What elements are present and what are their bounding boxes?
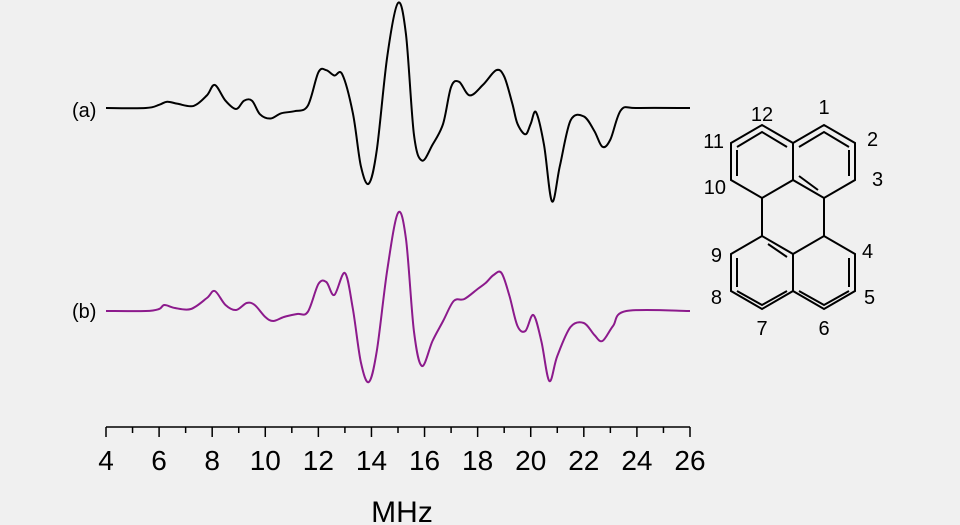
x-tick-label: 12 xyxy=(303,445,334,476)
x-tick-label: 10 xyxy=(250,445,281,476)
position-number-9: 9 xyxy=(711,245,722,267)
x-axis xyxy=(105,426,691,437)
series-line-a xyxy=(105,1,691,203)
x-tick-label: 4 xyxy=(98,445,114,476)
x-tick-label: 8 xyxy=(204,445,220,476)
x-tick-label: 16 xyxy=(409,445,440,476)
upper-ring-system xyxy=(730,123,856,200)
x-tick-label: 24 xyxy=(621,445,652,476)
x-tick-label: 6 xyxy=(151,445,167,476)
x-tick-label: 22 xyxy=(568,445,599,476)
position-number-5: 5 xyxy=(864,287,875,309)
series-label-a: (a) xyxy=(72,100,96,122)
perylene-structure xyxy=(730,123,856,311)
x-tick-label: 14 xyxy=(356,445,387,476)
position-number-3: 3 xyxy=(872,169,883,191)
position-number-1: 1 xyxy=(818,97,829,119)
position-number-6: 6 xyxy=(818,318,829,340)
x-tick-label: 26 xyxy=(674,445,705,476)
position-number-4: 4 xyxy=(862,241,873,263)
series-label-b: (b) xyxy=(72,301,96,323)
x-tick-label: 18 xyxy=(462,445,493,476)
x-tick-label: 20 xyxy=(515,445,546,476)
position-number-11: 11 xyxy=(703,131,724,153)
x-axis-title: MHz xyxy=(371,496,433,525)
position-number-12: 12 xyxy=(751,104,773,126)
spectra-traces xyxy=(105,1,691,384)
lower-ring-system xyxy=(730,234,856,311)
position-number-8: 8 xyxy=(711,287,722,309)
series-line-b xyxy=(105,210,691,384)
position-number-2: 2 xyxy=(867,129,878,151)
position-number-10: 10 xyxy=(704,177,726,199)
position-number-7: 7 xyxy=(756,318,767,340)
